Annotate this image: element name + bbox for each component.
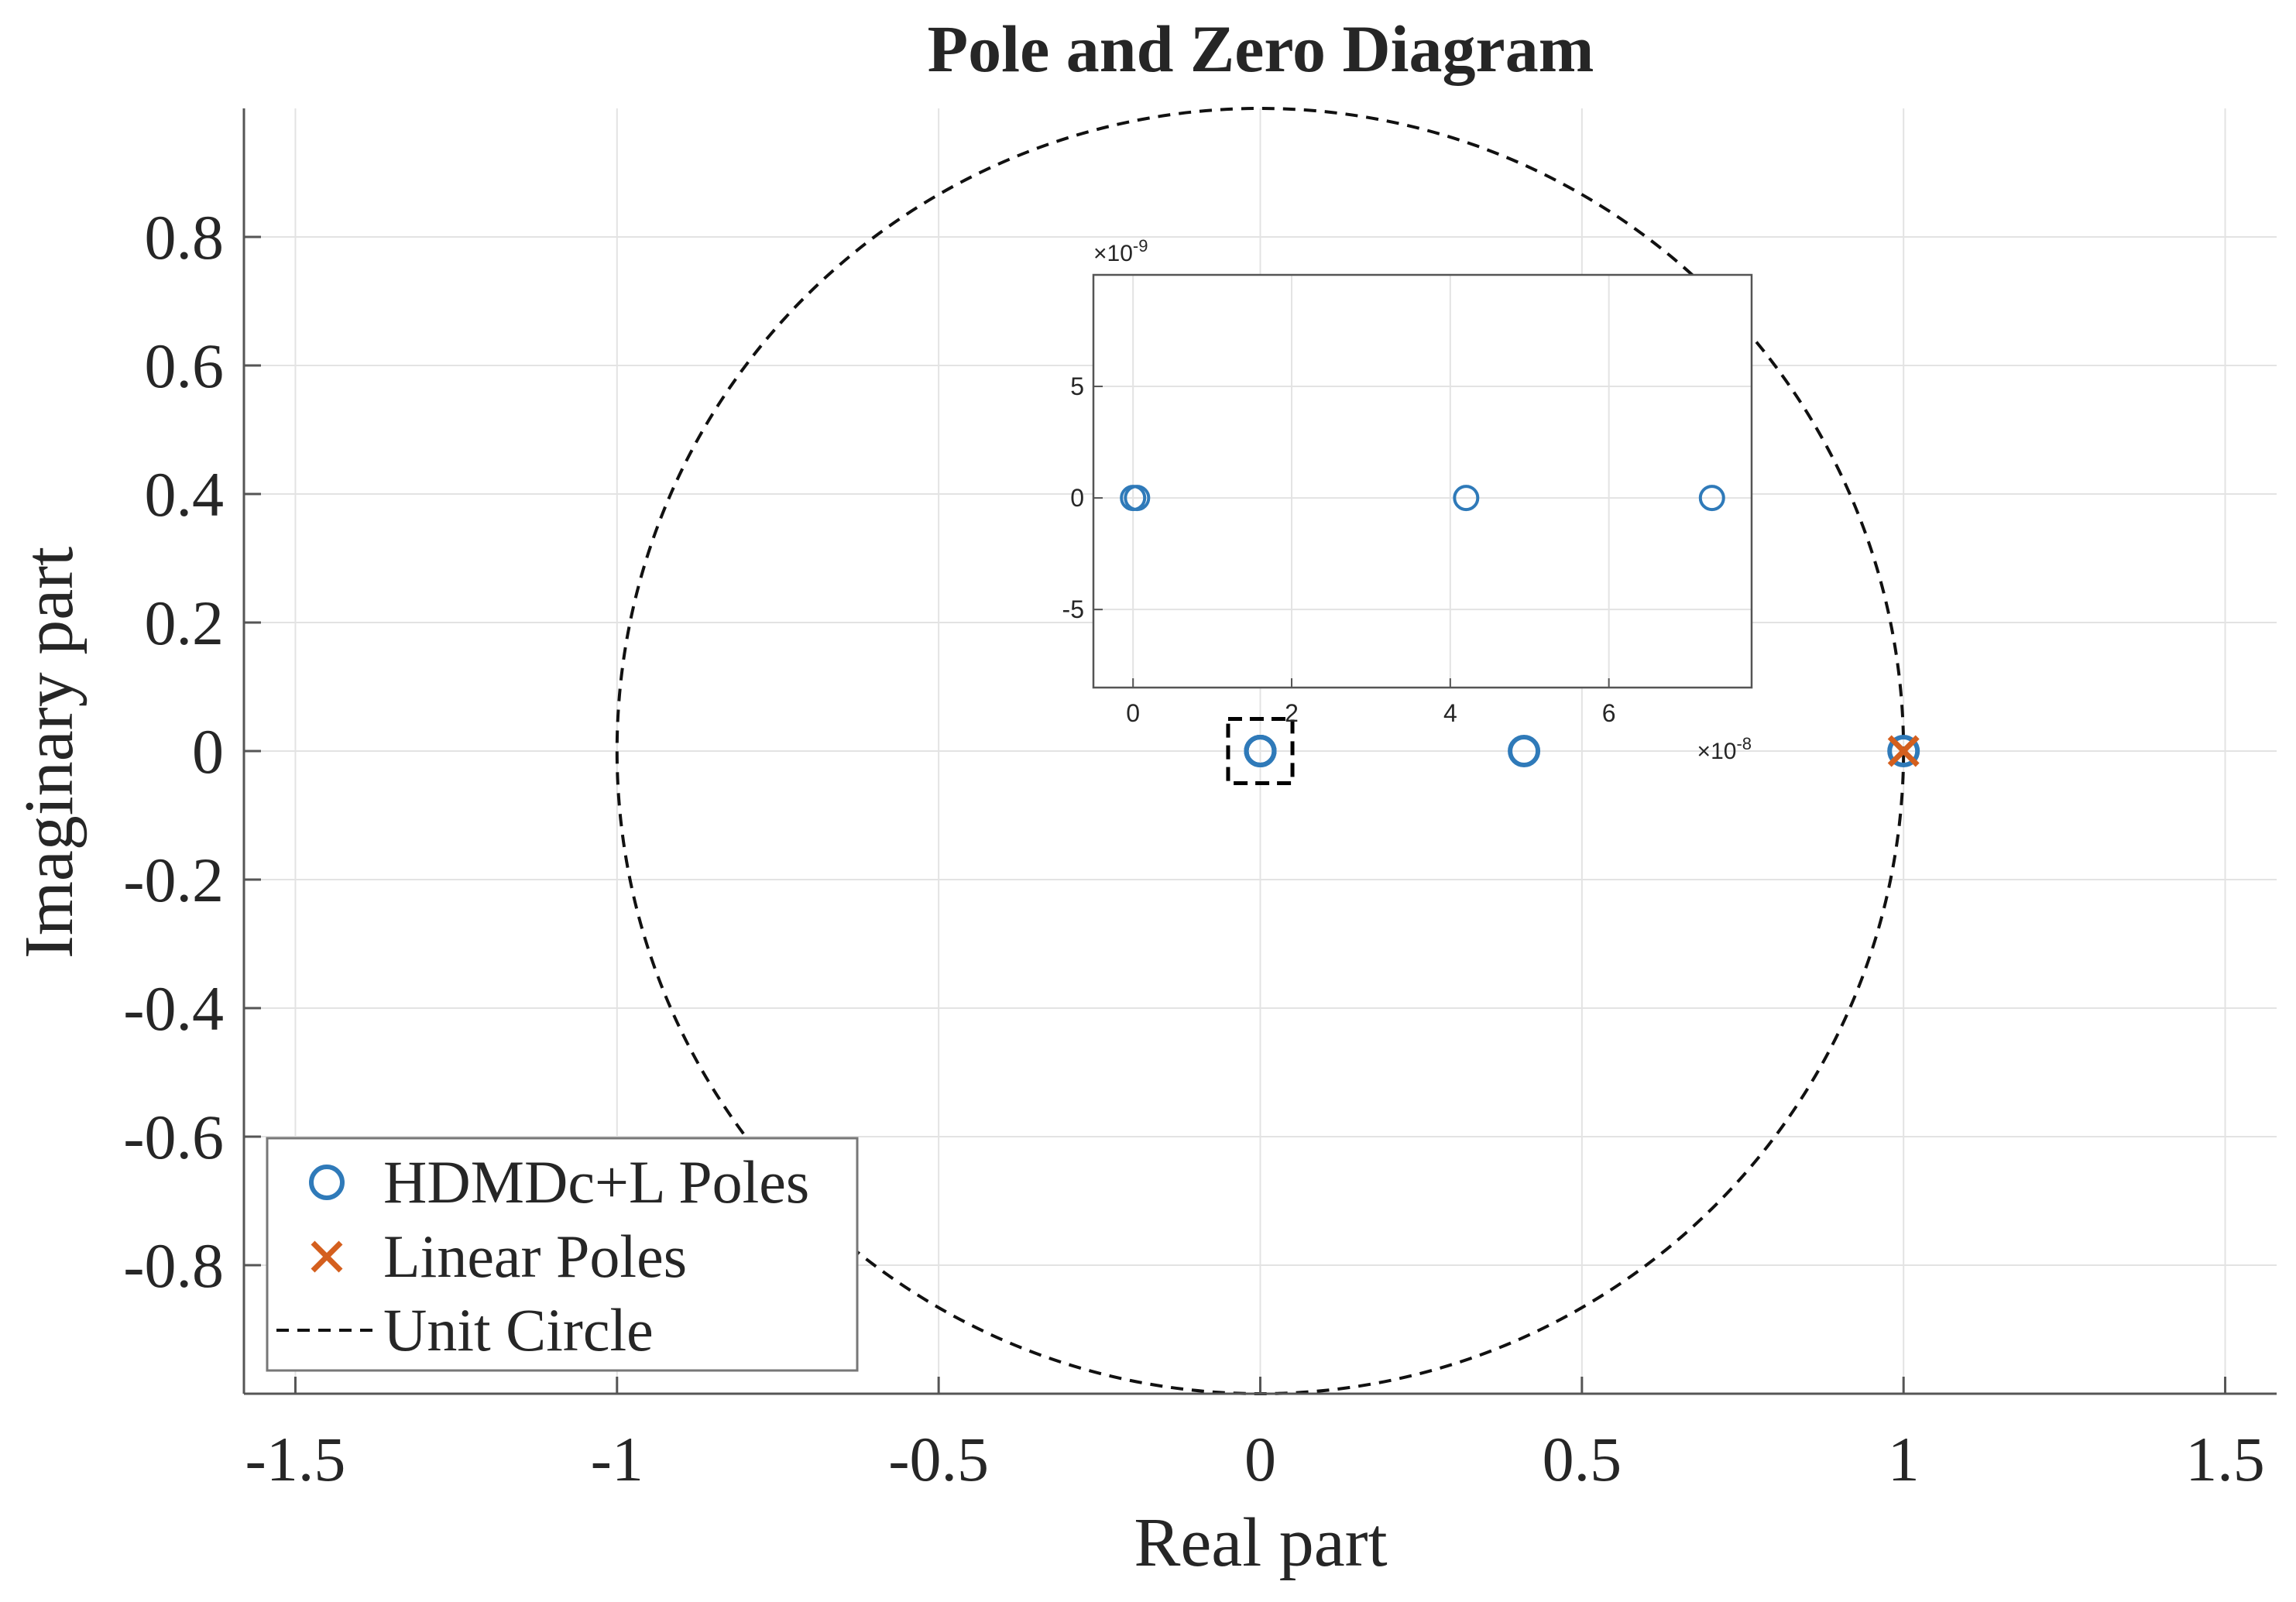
- x-tick-label: -1: [591, 1424, 643, 1494]
- inset-x-tick-label: 4: [1443, 699, 1457, 727]
- y-tick-label: 0: [192, 716, 224, 787]
- y-tick-label: 0.6: [145, 331, 225, 401]
- inset-x-tick-label: 2: [1285, 699, 1299, 727]
- legend-x-marker: [311, 1240, 343, 1273]
- main-axes: [242, 108, 2277, 1395]
- legend-label: HDMDc+L Poles: [383, 1148, 809, 1216]
- y-tick-label: -0.2: [123, 845, 224, 915]
- x-tick-label: 1: [1888, 1424, 1920, 1494]
- linear-pole-marker: [1887, 735, 1920, 767]
- x-tick-label: 1.5: [2185, 1424, 2265, 1494]
- hdmd-pole-marker: [1244, 735, 1277, 767]
- inset-pole-marker: [1698, 485, 1725, 512]
- y-tick-label: -0.6: [123, 1102, 224, 1172]
- inset-background: [1093, 275, 1752, 688]
- zoom-box: [1226, 717, 1295, 785]
- inset-plot: 0 2 4 6-505×10-9×10-8: [1062, 236, 1753, 764]
- inset-y-exponent: -9: [1133, 236, 1148, 256]
- inset-x-tick-label: 0: [1126, 699, 1140, 727]
- inset-y-tick-label: 0: [1070, 484, 1084, 512]
- x-tick-label: 0: [1244, 1424, 1276, 1494]
- x-axis-label: Real part: [1134, 1504, 1387, 1581]
- hdmd-pole-marker: [1508, 735, 1541, 767]
- x-stroke: [1887, 735, 1920, 767]
- inset-x-exponent: -8: [1736, 734, 1752, 753]
- hdmd-pole-marker: [1887, 735, 1920, 767]
- y-tick-label: 0.8: [145, 202, 225, 273]
- inset-pole-marker: [1453, 485, 1480, 512]
- x-tick-label: -0.5: [888, 1424, 989, 1494]
- legend-circle-marker: [309, 1165, 345, 1200]
- chart-title: Pole and Zero Diagram: [928, 12, 1594, 86]
- x-tick-label: -1.5: [245, 1424, 346, 1494]
- inset-y-tick-label: 5: [1070, 372, 1084, 400]
- x-tick-label: 0.5: [1543, 1424, 1622, 1494]
- tick-labels: -1.5 -1 -0.5 0 0.5 1 1.5 -0.8 -0.6 -0.4 -0.2 0 0.2 0.…: [123, 202, 2265, 1494]
- legend-label: Unit Circle: [383, 1296, 654, 1364]
- inset-pole-marker: [1124, 485, 1151, 512]
- y-axis-label: Imaginary part: [11, 547, 88, 959]
- y-tick-label: 0.4: [145, 459, 225, 530]
- inset-frame: [1092, 273, 1753, 689]
- legend-label: Linear Poles: [383, 1223, 687, 1290]
- y-tick-label: -0.4: [123, 973, 224, 1044]
- inset-y-tick-label: -5: [1062, 595, 1084, 623]
- y-tick-label: -0.8: [123, 1230, 224, 1301]
- zoom-box-layer: [1226, 717, 1295, 785]
- y-tick-label: 0.2: [145, 588, 225, 658]
- inset-x-tick-label: 6: [1602, 699, 1616, 727]
- data-points: [1244, 735, 1920, 767]
